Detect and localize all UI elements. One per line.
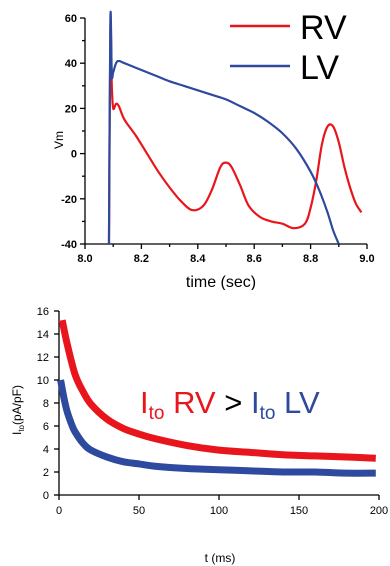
x-tick-label: 8.6: [247, 253, 262, 265]
series-line-rv: [58, 319, 376, 462]
y-tick-label: 14: [37, 329, 49, 341]
annotation-left-main: I: [140, 385, 149, 420]
annotation-right-rest: LV: [275, 385, 320, 420]
x-tick-label: 0: [56, 505, 62, 517]
x-tick-label: 100: [210, 505, 228, 517]
legend-label-rv: RV: [300, 9, 347, 47]
y-tick-label: 60: [65, 13, 77, 25]
y-tick-label: 0: [71, 149, 77, 161]
annotation-operator: >: [216, 385, 251, 420]
series-line-lv: [57, 379, 376, 477]
y-tick-label: 12: [37, 352, 49, 364]
x-tick-label: 9.0: [359, 253, 374, 265]
chart1-axes: -40 -20 0 20 40 60 8.0 8.2 8.4 8.6 8.8 9.0: [61, 13, 375, 265]
x-tick-label: 8.8: [303, 253, 318, 265]
ylabel-sub: to: [17, 424, 26, 431]
x-tick-label: 8.4: [190, 253, 206, 265]
annotation-left-rest: RV: [164, 385, 215, 420]
y-tick-label: -20: [61, 194, 77, 206]
series-line-rv: [107, 22, 363, 245]
series-line-lv: [107, 10, 340, 245]
y-tick-label: 16: [37, 306, 49, 318]
x-tick-label: 200: [370, 505, 388, 517]
chart2-y-axis-label: Ito(pA/pF): [10, 385, 26, 435]
annotation-left-sub: to: [149, 403, 165, 424]
y-tick-label: 8: [43, 398, 49, 410]
x-tick-label: 8.2: [134, 253, 149, 265]
chart1-x-axis-label: time (sec): [186, 274, 256, 290]
chart2-series: [57, 319, 376, 477]
y-tick-label: 0: [43, 490, 49, 502]
chart1-y-axis-label: Vm: [52, 131, 66, 149]
x-tick-label: 8.0: [77, 253, 92, 265]
ylabel-main: I: [10, 432, 24, 435]
chart2-annotation: Ito RV > Ito LV: [140, 385, 320, 424]
x-tick-label: 50: [133, 505, 145, 517]
annotation-right-main: I: [251, 385, 260, 420]
ito-current-chart: 0 2 4 6 8 10 12 14 16 0 50 100 150 200 Ito RV > Ito L…: [10, 306, 388, 565]
ylabel-rest: (pA/pF): [10, 385, 24, 425]
annotation-right-sub: to: [260, 403, 276, 424]
chart2-x-axis-label: t (ms): [205, 551, 236, 565]
y-tick-label: 2: [43, 467, 49, 479]
y-tick-label: 40: [65, 58, 77, 70]
y-tick-label: 20: [65, 103, 77, 115]
y-tick-label: -40: [61, 239, 77, 251]
y-tick-label: 6: [43, 421, 49, 433]
y-tick-label: 10: [37, 375, 49, 387]
chart2-axes: 0 2 4 6 8 10 12 14 16 0 50 100 150 200: [37, 306, 388, 517]
x-tick-label: 150: [290, 505, 308, 517]
y-tick-label: 4: [43, 444, 49, 456]
legend-label-lv: LV: [300, 49, 339, 87]
chart1-series: [107, 10, 363, 245]
